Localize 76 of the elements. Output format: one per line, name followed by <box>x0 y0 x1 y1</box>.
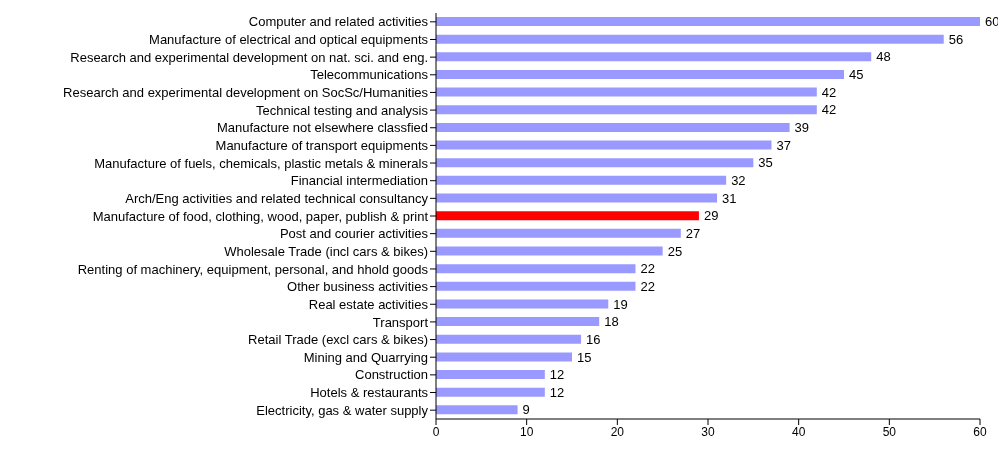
bar <box>436 158 754 168</box>
bar <box>436 387 545 397</box>
y-tick-label: Manufacture of electrical and optical equipments <box>149 32 429 48</box>
data-label: 22 <box>640 278 655 294</box>
y-tick-label: Construction <box>355 367 428 383</box>
data-label: 37 <box>776 137 791 153</box>
y-tick-label: Manufacture of food, clothing, wood, paper, publish & print <box>92 208 429 224</box>
x-tick-label: 40 <box>791 424 806 439</box>
data-label: 29 <box>703 208 719 224</box>
y-tick-label: Transport <box>372 314 429 330</box>
x-tick-label: 20 <box>610 424 625 439</box>
data-label: 39 <box>794 120 810 136</box>
data-label: 18 <box>604 314 619 330</box>
y-tick-label: Post and courier activities <box>279 226 429 242</box>
data-label: 25 <box>667 243 683 259</box>
bar <box>436 317 600 327</box>
y-tick-label: Other business activities <box>287 279 429 295</box>
data-label: 42 <box>821 102 837 118</box>
data-label: 35 <box>758 155 773 171</box>
data-label: 19 <box>613 296 628 312</box>
data-label: 42 <box>821 84 837 100</box>
bar <box>436 105 817 115</box>
bar <box>436 193 718 203</box>
bar <box>436 52 872 62</box>
y-tick-label: Real estate activities <box>308 296 429 312</box>
data-label: 60 <box>985 14 1000 30</box>
y-tick-label: Research and experimental development on SocSc/Humanities <box>63 85 429 101</box>
data-label: 45 <box>849 67 864 83</box>
y-tick-label: Financial intermediation <box>290 173 428 189</box>
data-label: 9 <box>522 402 530 418</box>
data-label: 31 <box>722 190 737 206</box>
x-tick-label: 10 <box>519 424 534 439</box>
data-label: 15 <box>577 349 592 365</box>
data-label: 48 <box>876 49 891 65</box>
data-label: 22 <box>640 261 655 277</box>
bar <box>436 281 636 291</box>
x-tick-label: 0 <box>432 424 440 439</box>
bar <box>436 211 699 221</box>
y-tick-label: Wholesale Trade (incl cars & bikes) <box>224 243 428 259</box>
data-label: 56 <box>948 31 964 47</box>
bar <box>436 299 609 309</box>
data-label: 12 <box>549 367 565 383</box>
y-tick-label: Manufacture of transport equipments <box>215 138 429 154</box>
y-tick-label: Mining and Quarrying <box>303 349 428 365</box>
bar <box>436 122 790 132</box>
y-tick-label: Manufacture of fuels, chemicals, plastic metals & minerals <box>94 155 429 171</box>
y-tick-label: Electricity, gas & water supply <box>256 402 429 418</box>
data-label: 32 <box>731 172 746 188</box>
bar <box>436 69 844 79</box>
x-tick-label: 30 <box>701 424 715 439</box>
bar <box>436 175 727 185</box>
x-tick-label: 50 <box>882 424 897 439</box>
bar <box>436 334 582 344</box>
data-label: 16 <box>586 331 601 347</box>
y-tick-label: Research and experimental development on nat. sci. and eng. <box>70 49 428 65</box>
y-tick-label: Retail Trade (excl cars & bikes) <box>248 332 428 348</box>
y-tick-label: Hotels & restaurants <box>310 385 429 401</box>
bar <box>436 352 572 362</box>
data-label: 12 <box>549 384 565 400</box>
y-tick-label: Arch/Eng activities and related technical consultancy <box>125 190 429 206</box>
y-tick-label: Manufacture not elsewhere classfied <box>216 120 428 136</box>
y-tick-label: Telecommunications <box>310 67 429 83</box>
y-tick-label: Computer and related activities <box>248 14 429 30</box>
bar <box>436 228 681 238</box>
y-tick-label: Technical testing and analysis <box>256 102 429 118</box>
bar <box>436 87 817 97</box>
bar <box>436 405 518 415</box>
bar <box>436 140 772 150</box>
y-tick-label: Renting of machinery, equipment, personal, and hhold goods <box>77 261 429 277</box>
x-tick-label: 60 <box>973 424 987 439</box>
bar <box>436 264 636 274</box>
bar <box>436 370 545 380</box>
bar <box>436 246 663 256</box>
bar <box>436 17 980 26</box>
bar <box>436 34 944 44</box>
data-label: 27 <box>685 225 701 241</box>
